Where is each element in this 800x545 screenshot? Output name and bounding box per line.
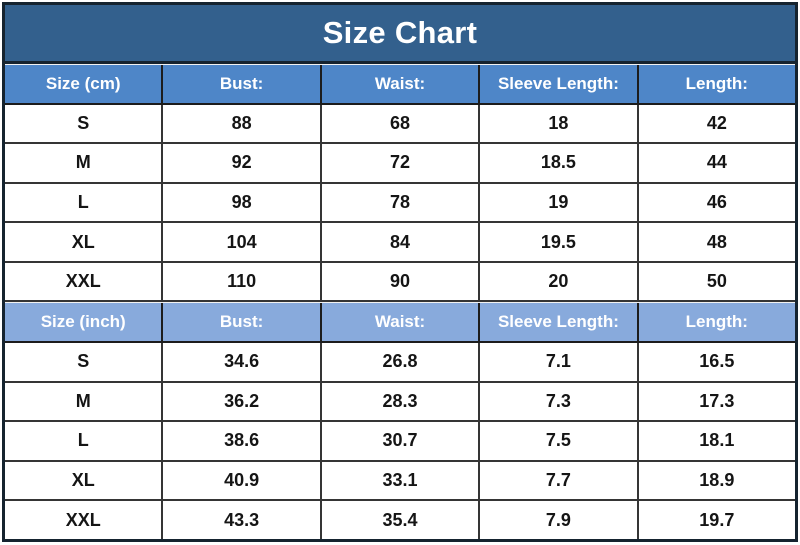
data-cell: 7.5 [480,422,639,460]
data-cell: 78 [322,183,481,222]
data-cell: 36.2 [163,382,322,421]
chart-title: Size Chart [322,15,478,50]
data-cell: 17.3 [699,390,735,411]
data-cell: 19 [480,183,639,222]
data-cell: 7.1 [480,343,639,381]
data-cell: 88 [163,104,322,143]
header-cell: Sleeve Length: [480,65,639,103]
size-row: M 92 72 18.5 44 [5,144,795,184]
data-cell: 18.5 [480,144,639,182]
data-cell: XXL [5,501,164,539]
data-cell: 48 [706,231,727,252]
data-cell: 20 [480,262,639,301]
data-cell: 28.3 [322,382,481,421]
data-cell: 42 [706,112,727,133]
data-cell: 46 [706,192,727,213]
data-cell: 7.7 [480,461,639,500]
header-cell: Length: [685,73,748,93]
data-cell: 72 [322,144,481,182]
data-cell: 19.5 [480,223,639,261]
size-row: XL 40.9 33.1 7.7 18.9 [5,461,795,502]
data-cell: 33.1 [322,461,481,500]
size-row: M 36.2 28.3 7.3 17.3 [5,382,795,423]
size-row: XXL 43.3 35.4 7.9 19.7 [5,501,795,539]
header-row-inch: Size (inch) Bust: Waist: Sleeve Length: Leng… [5,302,795,344]
data-cell: 16.5 [699,351,735,372]
data-cell: M [5,144,164,182]
size-grid: Size (cm) Bust: Waist: Sleeve Length: Length… [5,64,795,539]
header-cell: Sleeve Length: [480,303,639,342]
data-cell: 7.9 [480,501,639,539]
data-cell: 26.8 [322,343,481,381]
data-cell: 7.3 [480,382,639,421]
data-cell: S [5,104,164,143]
header-cell: Length: [685,312,748,332]
data-cell: 19.7 [699,509,735,530]
data-cell: 44 [706,152,727,173]
header-cell: Waist: [322,65,481,103]
data-cell: 104 [163,223,322,261]
header-cell: Size (cm) [5,65,164,103]
data-cell: 18.9 [699,470,735,491]
data-cell: 35.4 [322,501,481,539]
data-cell: L [5,422,164,460]
data-cell: 34.6 [163,343,322,381]
data-cell: XXL [5,262,164,301]
header-row-cm: Size (cm) Bust: Waist: Sleeve Length: Length… [5,64,795,105]
header-cell: Bust: [163,303,322,342]
data-cell: 84 [322,223,481,261]
size-row: S 34.6 26.8 7.1 16.5 [5,343,795,383]
data-cell: 92 [163,144,322,182]
data-cell: XL [5,223,164,261]
data-cell: XL [5,461,164,500]
data-cell: 90 [322,262,481,301]
data-cell: S [5,343,164,381]
data-cell: M [5,382,164,421]
header-cell: Bust: [163,65,322,103]
data-cell: 50 [706,271,727,292]
header-cell: Size (inch) [5,303,164,342]
size-row: S 88 68 18 42 [5,104,795,145]
size-row: XXL 110 90 20 50 [5,262,795,303]
data-cell: L [5,183,164,222]
size-row: L 98 78 19 46 [5,183,795,224]
data-cell: 18.1 [699,430,735,451]
data-cell: 38.6 [163,422,322,460]
data-cell: 68 [322,104,481,143]
size-row: L 38.6 30.7 7.5 18.1 [5,422,795,462]
data-cell: 110 [163,262,322,301]
data-cell: 18 [480,104,639,143]
size-row: XL 104 84 19.5 48 [5,223,795,263]
data-cell: 40.9 [163,461,322,500]
data-cell: 30.7 [322,422,481,460]
chart-title-bar: Size Chart [5,5,795,64]
data-cell: 43.3 [163,501,322,539]
data-cell: 98 [163,183,322,222]
header-cell: Waist: [322,303,481,342]
